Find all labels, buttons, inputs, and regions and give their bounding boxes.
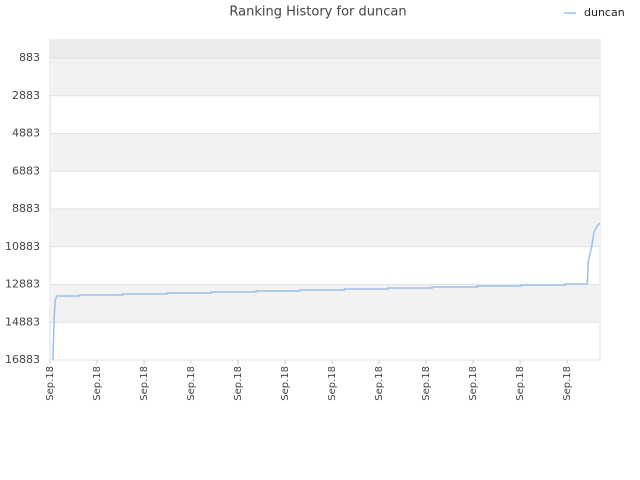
y-tick-label: 8883	[12, 202, 40, 215]
y-tick-label: 883	[19, 51, 40, 64]
band	[50, 284, 600, 323]
x-tick-label: Sep.18	[92, 366, 103, 401]
band	[50, 209, 600, 247]
x-tick-label: Sep.18	[421, 366, 432, 401]
y-tick-label: 16883	[5, 353, 40, 366]
x-tick-label: Sep.18	[562, 366, 573, 401]
y-tick-label: 10883	[5, 240, 40, 253]
x-tick-label: Sep.18	[468, 366, 479, 401]
line	[52, 222, 601, 361]
x-tick-label: Sep.18	[233, 366, 244, 401]
band	[50, 133, 600, 172]
y-tick-label: 4883	[12, 127, 40, 140]
x-tick-label: Sep.18	[45, 366, 56, 401]
band	[50, 40, 600, 59]
x-tick-label: Sep.18	[186, 366, 197, 401]
x-tick-label: Sep.18	[327, 366, 338, 401]
y-tick-label: 6883	[12, 164, 40, 177]
x-tick-label: Sep.18	[280, 366, 291, 401]
x-tick-label: Sep.18	[139, 366, 150, 401]
band	[50, 58, 600, 96]
y-tick-label: 12883	[5, 278, 40, 291]
y-tick-label: 14883	[5, 315, 40, 328]
x-tick-label: Sep.18	[515, 366, 526, 401]
y-tick-label: 2883	[12, 89, 40, 102]
x-tick-label: Sep.18	[374, 366, 385, 401]
legend-label: duncan	[584, 6, 625, 19]
chart-title: Ranking History for duncan	[229, 5, 406, 20]
